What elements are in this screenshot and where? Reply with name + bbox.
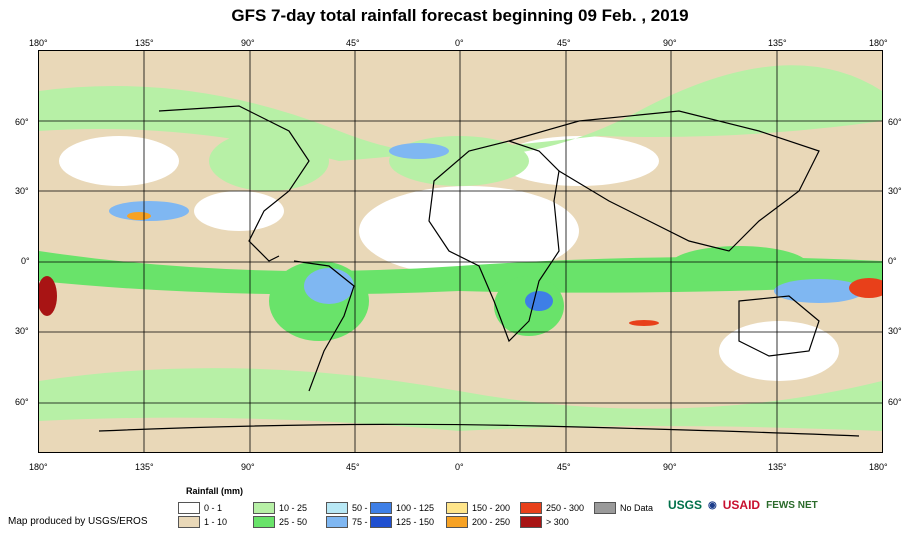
legend-swatch bbox=[326, 516, 348, 528]
lon-tick-bottom: 45° bbox=[346, 462, 360, 472]
legend-label: 150 - 200 bbox=[472, 503, 511, 513]
legend-item: 75 - 100 bbox=[326, 516, 385, 528]
legend-item: 1 - 10 bbox=[178, 516, 227, 528]
lon-tick-bottom: 0° bbox=[455, 462, 464, 472]
legend-swatch bbox=[326, 502, 348, 514]
legend-item: No Data bbox=[594, 502, 653, 514]
logos: USGS ◉ USAID FEWS NET bbox=[668, 498, 818, 512]
lon-tick-bottom: 45° bbox=[557, 462, 571, 472]
lon-tick-top: 135° bbox=[135, 38, 154, 48]
lon-tick-top: 180° bbox=[869, 38, 888, 48]
lon-tick-bottom: 180° bbox=[869, 462, 888, 472]
legend-swatch bbox=[253, 502, 275, 514]
legend-item: 10 - 25 bbox=[253, 502, 307, 514]
lon-tick-bottom: 90° bbox=[241, 462, 255, 472]
legend-label: 50 - 75 bbox=[352, 503, 381, 513]
legend-item: 150 - 200 bbox=[446, 502, 510, 514]
legend-label: 0 - 1 bbox=[204, 503, 223, 513]
usaid-logo: USAID bbox=[722, 498, 761, 512]
lon-tick-top: 0° bbox=[455, 38, 464, 48]
lon-tick-bottom: 180° bbox=[29, 462, 48, 472]
lat-tick-left: 0° bbox=[21, 256, 30, 266]
map-credit: Map produced by USGS/EROS bbox=[8, 516, 148, 527]
lon-tick-top: 90° bbox=[241, 38, 255, 48]
lon-tick-top: 90° bbox=[663, 38, 677, 48]
legend-swatch bbox=[370, 502, 392, 514]
lat-tick-right: 60° bbox=[888, 397, 902, 407]
legend-title: Rainfall (mm) bbox=[186, 486, 244, 496]
legend-item: > 300 bbox=[520, 516, 569, 528]
noaa-icon: ◉ bbox=[708, 499, 717, 511]
rainfall-legend: Rainfall (mm) 0 - 1 1 - 10 10 - 25 25 - … bbox=[178, 486, 658, 532]
lat-tick-right: 30° bbox=[888, 326, 902, 336]
fewsnet-logo: FEWS NET bbox=[766, 499, 818, 511]
legend-label: 1 - 10 bbox=[204, 517, 228, 527]
legend-swatch bbox=[594, 502, 616, 514]
legend-item: 250 - 300 bbox=[520, 502, 584, 514]
legend-item: 125 - 150 bbox=[370, 516, 434, 528]
map-title: GFS 7-day total rainfall forecast beginn… bbox=[231, 6, 689, 25]
legend-item: 200 - 250 bbox=[446, 516, 510, 528]
lat-tick-left: 60° bbox=[15, 397, 29, 407]
lon-tick-bottom: 135° bbox=[768, 462, 787, 472]
legend-swatch bbox=[446, 516, 468, 528]
usgs-logo: USGS bbox=[668, 498, 703, 512]
lat-tick-right: 60° bbox=[888, 117, 902, 127]
legend-swatch bbox=[178, 502, 200, 514]
lat-tick-right: 30° bbox=[888, 186, 902, 196]
legend-label: 100 - 125 bbox=[396, 503, 435, 513]
legend-swatch bbox=[520, 502, 542, 514]
lon-tick-top: 180° bbox=[29, 38, 48, 48]
legend-label: 25 - 50 bbox=[279, 517, 308, 527]
legend-label: 250 - 300 bbox=[546, 503, 585, 513]
legend-label: 75 - 100 bbox=[352, 517, 386, 527]
lon-tick-top: 45° bbox=[346, 38, 360, 48]
lat-tick-left: 30° bbox=[15, 326, 29, 336]
lon-tick-top: 45° bbox=[557, 38, 571, 48]
legend-swatch bbox=[520, 516, 542, 528]
rainfall-map-svg bbox=[39, 51, 882, 452]
legend-swatch bbox=[370, 516, 392, 528]
legend-swatch bbox=[178, 516, 200, 528]
lon-tick-top: 135° bbox=[768, 38, 787, 48]
legend-label: No Data bbox=[620, 503, 654, 513]
legend-item: 0 - 1 bbox=[178, 502, 222, 514]
lat-tick-right: 0° bbox=[888, 256, 897, 266]
legend-label: > 300 bbox=[546, 517, 569, 527]
legend-label: 200 - 250 bbox=[472, 517, 511, 527]
lat-tick-left: 30° bbox=[15, 186, 29, 196]
legend-item: 50 - 75 bbox=[326, 502, 380, 514]
legend-item: 25 - 50 bbox=[253, 516, 307, 528]
legend-item: 100 - 125 bbox=[370, 502, 434, 514]
lat-tick-left: 60° bbox=[15, 117, 29, 127]
legend-label: 125 - 150 bbox=[396, 517, 435, 527]
legend-swatch bbox=[446, 502, 468, 514]
legend-swatch bbox=[253, 516, 275, 528]
legend-label: 10 - 25 bbox=[279, 503, 308, 513]
lon-tick-bottom: 90° bbox=[663, 462, 677, 472]
lon-tick-bottom: 135° bbox=[135, 462, 154, 472]
rainfall-map bbox=[38, 50, 883, 453]
